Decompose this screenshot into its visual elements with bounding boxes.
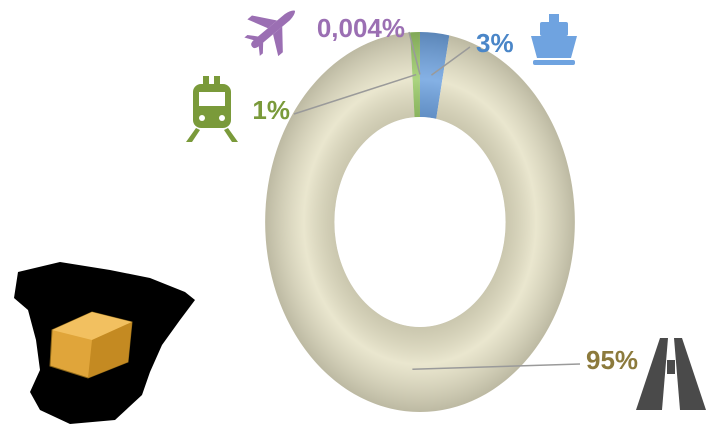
- donut-hole: [334, 117, 506, 327]
- leader-line: [430, 46, 471, 76]
- slice-label: 3%: [476, 28, 514, 58]
- train-icon: [186, 76, 238, 142]
- slice-label: 95%: [586, 345, 638, 375]
- spain-map: [14, 262, 195, 424]
- leader-line: [408, 31, 421, 75]
- donut: [265, 32, 575, 412]
- plane-icon: [244, 10, 295, 57]
- ship-icon: [531, 14, 577, 65]
- leader-line: [412, 363, 581, 370]
- labels: 3% 95% 1% 0,004%: [252, 13, 638, 375]
- slice-label: 0,004%: [317, 13, 405, 43]
- leader-line: [293, 73, 417, 115]
- road-icon: [636, 338, 706, 410]
- slice-label: 1%: [252, 95, 290, 125]
